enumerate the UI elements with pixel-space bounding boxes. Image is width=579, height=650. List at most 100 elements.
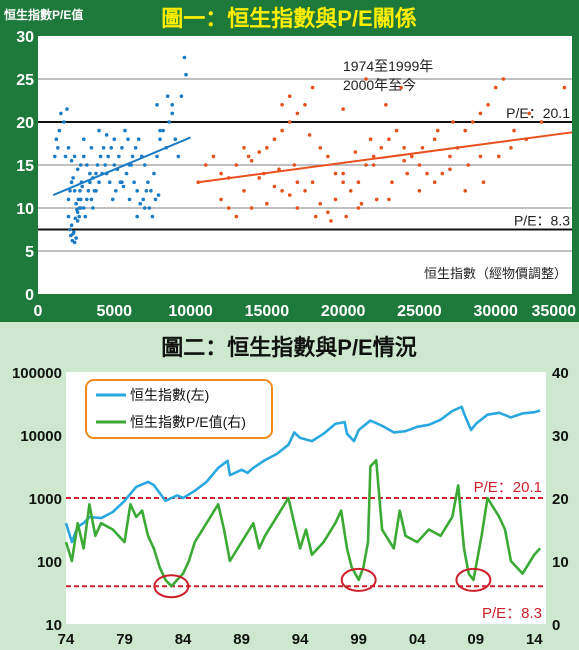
- chart1-point: [249, 206, 254, 210]
- chart1-point: [463, 189, 468, 193]
- chart1-point: [91, 206, 95, 210]
- chart1-point: [451, 120, 455, 124]
- chart1-refline-label-0: P/E：20.1: [506, 105, 570, 121]
- chart1-point: [184, 72, 188, 77]
- chart2-refline-label-1: P/E：8.3: [482, 605, 542, 622]
- chart1-point: [69, 180, 74, 184]
- chart1-x-ticks: 0 5000 10000 15000 20000 25000 30000 35000: [34, 303, 577, 320]
- chart1-point: [129, 163, 133, 167]
- chart1-point: [95, 163, 100, 167]
- chart1-point: [75, 167, 80, 172]
- chart1-x-tick-label: 15000: [245, 303, 290, 320]
- chart1-point: [539, 120, 544, 124]
- chart1-point: [329, 219, 333, 223]
- chart1-point: [219, 197, 223, 202]
- chart1-point: [265, 201, 269, 206]
- chart2-reference-lines: P/E：20.1 P/E：8.3: [66, 479, 546, 622]
- chart1-point: [364, 77, 368, 81]
- chart1-x-tick-label: 0: [34, 303, 43, 320]
- chart2-left-tick-label: 10000: [20, 428, 62, 445]
- chart1-point: [410, 154, 414, 159]
- chart1-y-tick-label: 5: [25, 244, 34, 261]
- chart1-point: [130, 154, 135, 159]
- chart1-point: [69, 233, 73, 238]
- chart1-point: [356, 206, 361, 210]
- chart1-point: [78, 189, 82, 193]
- chart1-point: [425, 171, 429, 176]
- chart1-point: [176, 154, 181, 159]
- chart1-point: [387, 137, 391, 141]
- chart1-point: [303, 103, 307, 107]
- chart1-point: [88, 171, 92, 176]
- chart1-point: [153, 197, 158, 202]
- chart1-point: [81, 154, 86, 159]
- chart1-point: [471, 120, 475, 124]
- chart1-point: [112, 137, 117, 141]
- chart1-y-tick-label: 30: [16, 29, 34, 46]
- chart1-point: [92, 189, 97, 193]
- chart1-point: [333, 197, 338, 202]
- chart1-point: [143, 206, 147, 210]
- chart1-point: [126, 137, 130, 141]
- chart1-point: [295, 111, 300, 116]
- chart1-point: [52, 154, 57, 159]
- chart1-point: [94, 171, 98, 176]
- chart1-y-tick-label: 15: [16, 158, 34, 175]
- chart2-legend-box: [85, 379, 273, 439]
- chart1-point: [368, 137, 373, 141]
- chart1-point: [348, 189, 353, 193]
- chart1-point: [562, 85, 567, 90]
- chart1-series-0: [52, 55, 188, 245]
- chart1-point: [120, 180, 124, 184]
- chart1-point: [63, 154, 68, 159]
- chart1-point: [379, 146, 384, 150]
- chart2-x-tick-label: 94: [292, 631, 309, 648]
- chart1-point: [85, 197, 89, 202]
- chart1-point: [78, 163, 83, 167]
- chart1-point: [147, 206, 152, 210]
- chart1-point: [448, 154, 452, 159]
- chart1-point: [219, 171, 223, 176]
- chart1-point: [70, 238, 75, 243]
- chart2-left-tick-label: 100: [37, 554, 62, 571]
- chart1-point: [120, 146, 124, 150]
- chart1-refline-label-1: P/E：8.3: [514, 213, 570, 229]
- chart1-point: [73, 216, 78, 221]
- chart2-left-ticks: 10 100 1000 10000 100000: [12, 365, 62, 634]
- chart1-point: [146, 180, 150, 184]
- chart1-point: [81, 206, 86, 210]
- chart1-point: [77, 214, 81, 219]
- chart1-point: [257, 176, 262, 180]
- chart1-point: [478, 154, 483, 159]
- chart1-point: [85, 163, 89, 167]
- chart1-point: [98, 154, 103, 159]
- chart1-point: [127, 197, 132, 202]
- chart1-point: [486, 103, 490, 107]
- chart2-low-pe-circle: [340, 567, 377, 592]
- chart1-point: [89, 146, 94, 150]
- chart1-point: [265, 146, 269, 150]
- chart1-point: [295, 206, 300, 210]
- chart1-point: [501, 77, 506, 81]
- chart1-point: [226, 206, 231, 210]
- chart1-point: [481, 180, 486, 184]
- chart1-point: [88, 180, 92, 184]
- chart2-x-tick-label: 79: [116, 631, 133, 648]
- chart1-point: [149, 189, 153, 193]
- chart1-point: [211, 154, 216, 159]
- chart1-point: [141, 197, 146, 202]
- chart1-point: [133, 146, 138, 150]
- chart1-point: [112, 163, 117, 167]
- chart1-point: [493, 85, 498, 90]
- chart1-point: [394, 128, 399, 133]
- chart1-point: [114, 189, 118, 193]
- chart1-point: [287, 193, 292, 197]
- chart1-point: [371, 163, 376, 167]
- chart1-point: [110, 197, 115, 202]
- chart1-point: [478, 111, 483, 116]
- chart1-ylabel: 恒生指數P/E值: [4, 7, 83, 22]
- chart1-point: [341, 107, 345, 111]
- chart1-point: [287, 120, 292, 124]
